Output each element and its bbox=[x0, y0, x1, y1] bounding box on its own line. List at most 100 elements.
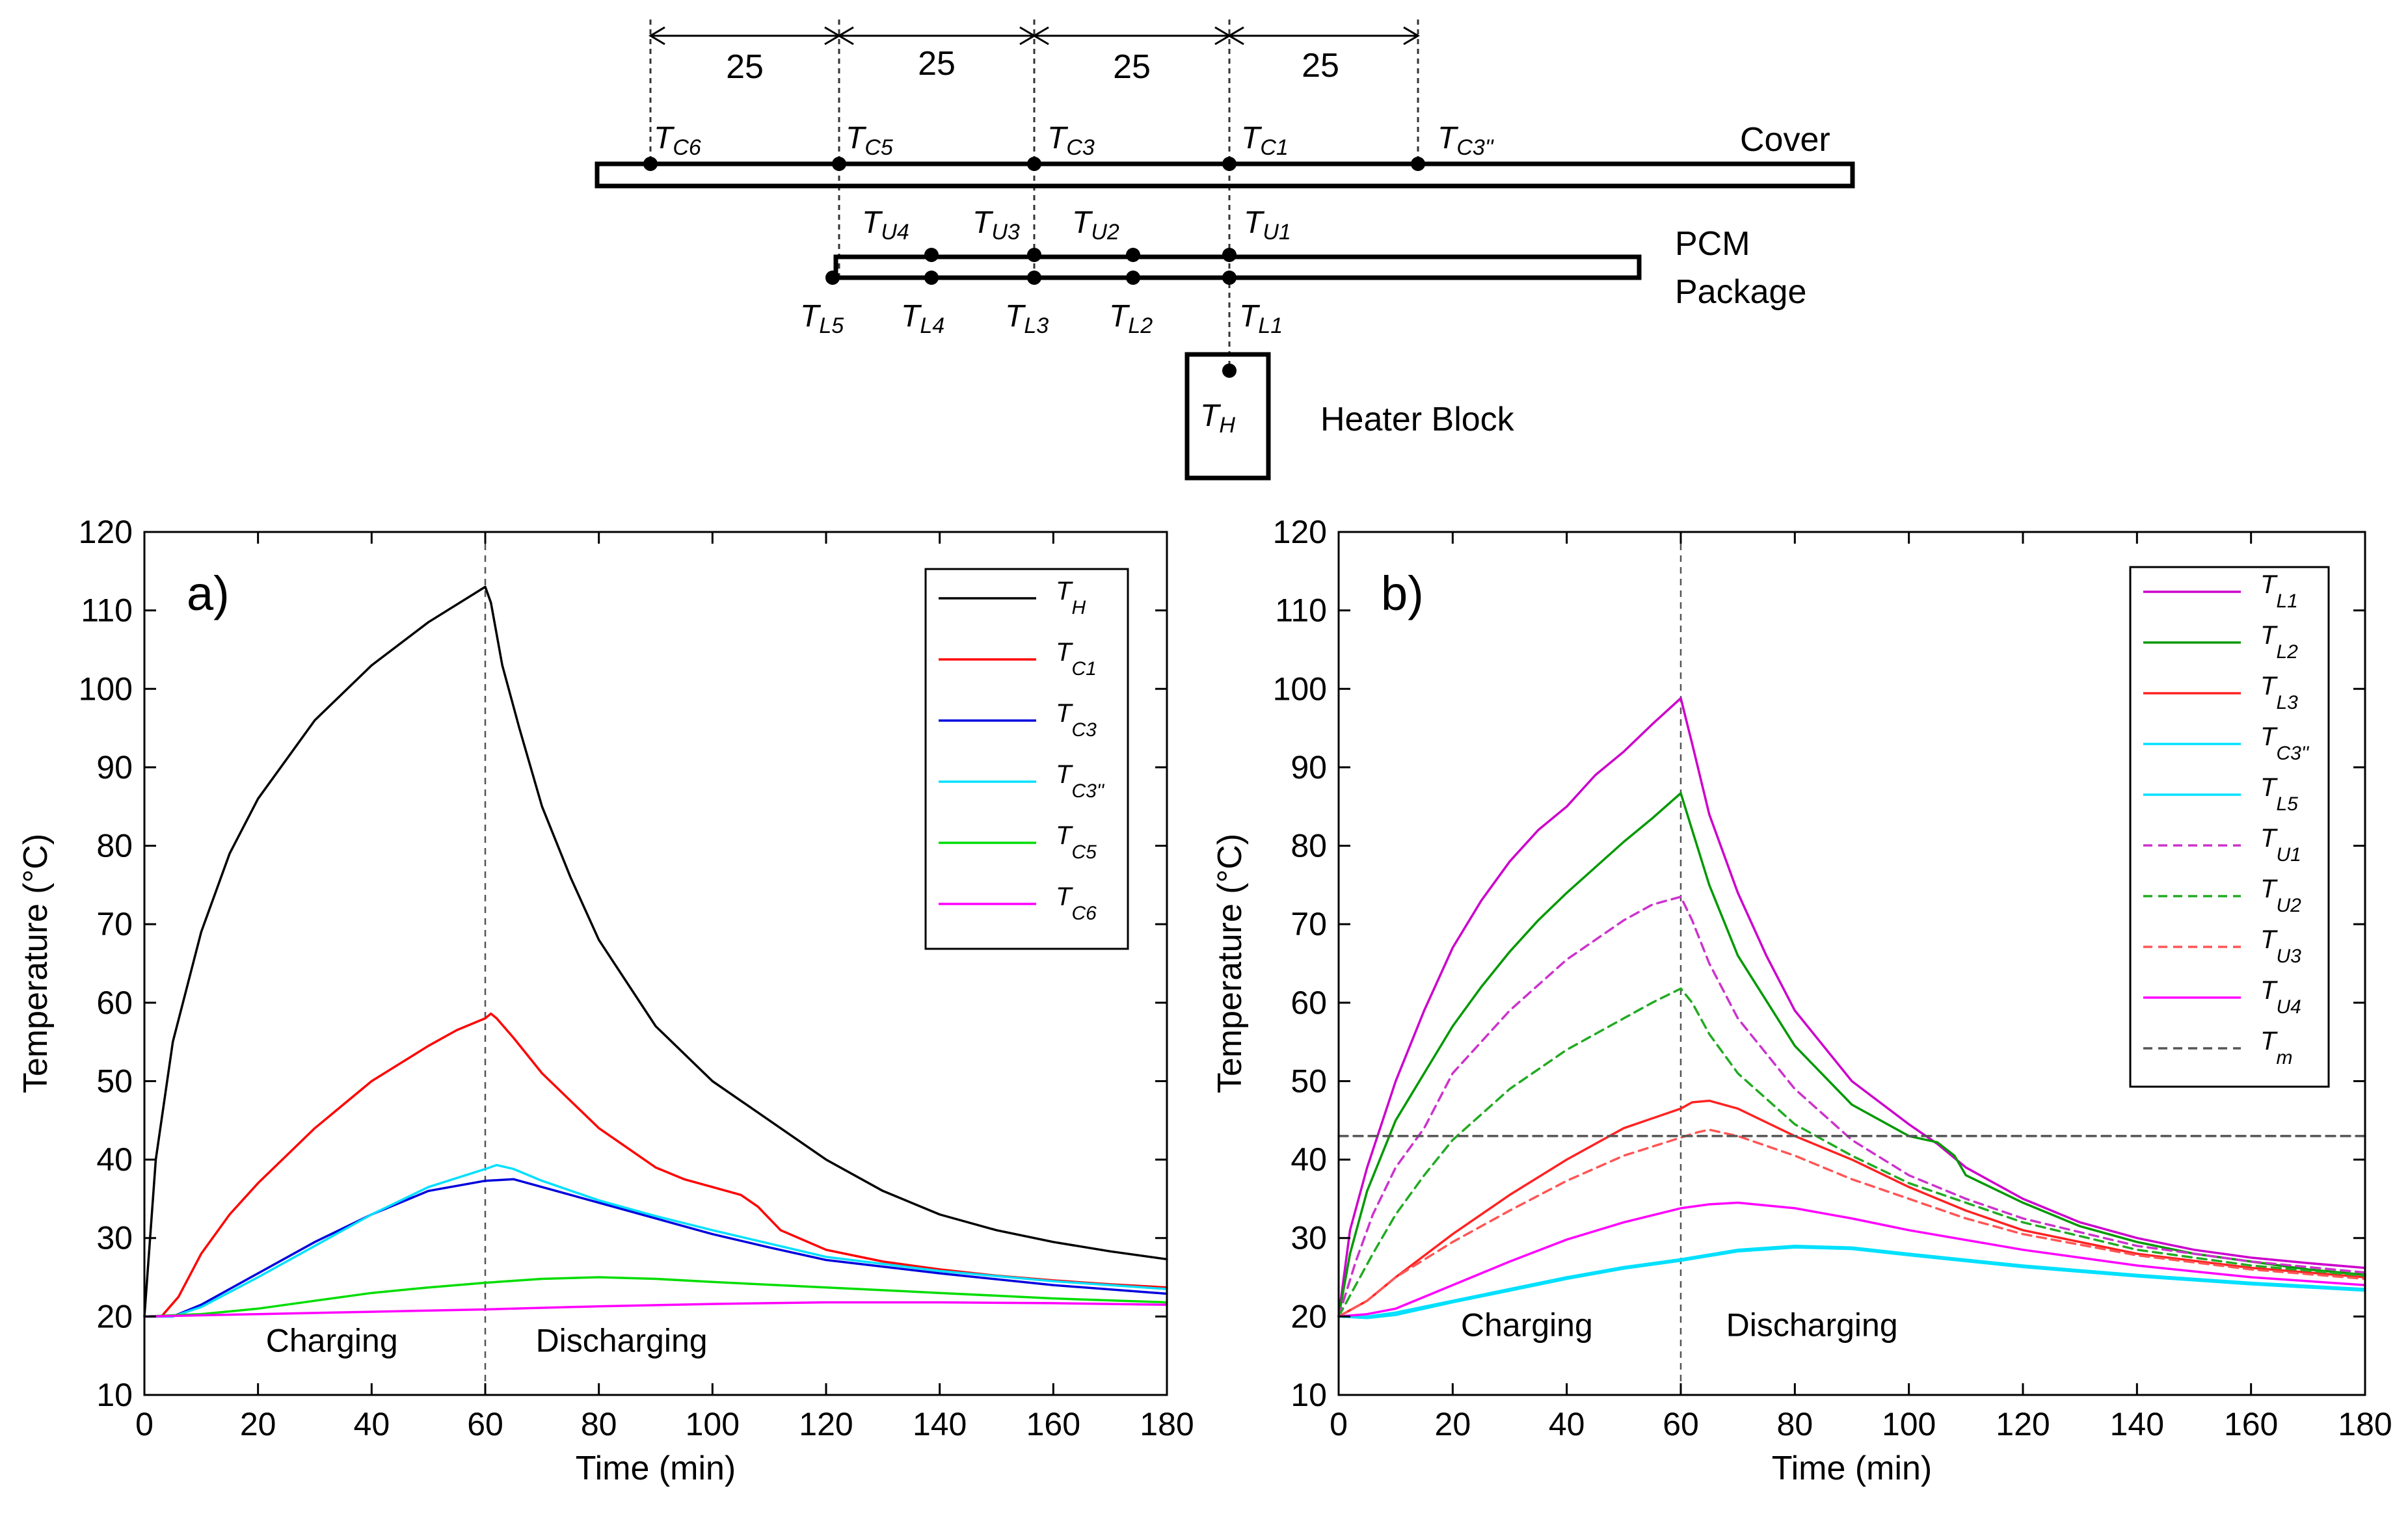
legend-entry-sub: L3 bbox=[2276, 692, 2298, 713]
x-tick-label: 100 bbox=[686, 1406, 740, 1442]
sensor-label-h: TH bbox=[1200, 399, 1235, 438]
dimension-label: 25 bbox=[1302, 47, 1339, 85]
legend-entry: TC1 bbox=[1056, 638, 1097, 680]
y-axis-title: Temperature (°C) bbox=[1211, 834, 1249, 1093]
series-line-c1 bbox=[143, 1012, 1168, 1318]
x-tick-label: 0 bbox=[1330, 1406, 1348, 1442]
x-tick-label: 120 bbox=[1996, 1406, 2050, 1442]
legend-entry: TL3 bbox=[2260, 672, 2298, 713]
y-tick-label: 40 bbox=[96, 1141, 133, 1178]
legend-box bbox=[924, 568, 1129, 950]
sensor-label-u1: TU1 bbox=[1244, 206, 1291, 245]
legend-entry: TH bbox=[1056, 577, 1086, 618]
legend-entry-sub: U3 bbox=[2276, 946, 2301, 967]
series-line-u1 bbox=[1337, 895, 2366, 1318]
y-tick-label: 90 bbox=[96, 749, 133, 786]
legend-entry: Tm bbox=[2260, 1027, 2292, 1068]
legend-entry-main: T bbox=[2260, 1027, 2278, 1055]
y-tick-label: 70 bbox=[96, 906, 133, 942]
legend-entry-sub: C1 bbox=[1071, 658, 1096, 680]
y-tick-label: 50 bbox=[1291, 1063, 1327, 1099]
panel-label: b) bbox=[1381, 566, 1424, 620]
y-axis-title: Temperature (°C) bbox=[17, 834, 55, 1093]
legend-entry-sub: H bbox=[1071, 597, 1086, 618]
chart-panel-a: 0 20 40 60 80 100 120 140 160 180 10 20 30 40 50 60 70 80… bbox=[17, 514, 1194, 1487]
series-line-u4 bbox=[1337, 1201, 2366, 1318]
series-line-h bbox=[143, 585, 1168, 1318]
legend-entry-sub: C6 bbox=[1071, 903, 1097, 924]
y-tick-label: 30 bbox=[1291, 1220, 1327, 1256]
sensor-label-l2: TL2 bbox=[1109, 299, 1153, 338]
series-line-l2 bbox=[1337, 791, 2366, 1318]
legend-entry: TU3 bbox=[2260, 925, 2301, 967]
legend-entry-sub: C5 bbox=[1071, 842, 1097, 863]
legend-entry: TC3'' bbox=[2260, 723, 2310, 764]
series-line-u3 bbox=[1337, 1128, 2366, 1318]
x-tick-label: 0 bbox=[135, 1406, 154, 1442]
legend-entry-main: T bbox=[1056, 821, 1073, 850]
series-line-c6 bbox=[143, 1301, 1168, 1318]
legend-entry-main: T bbox=[1056, 699, 1073, 728]
y-tick-label: 100 bbox=[1273, 670, 1327, 707]
legend-entry-sub: m bbox=[2276, 1047, 2292, 1068]
legend-entry-main: T bbox=[1056, 638, 1073, 667]
x-tick-label: 40 bbox=[1549, 1406, 1585, 1442]
legend-entry-main: T bbox=[2260, 925, 2278, 954]
sensor-label-u3: TU3 bbox=[972, 206, 1020, 245]
legend-entry-sub: C3 bbox=[1071, 719, 1097, 741]
x-tick-label: 40 bbox=[354, 1406, 390, 1442]
x-tick-label: 20 bbox=[240, 1406, 276, 1442]
y-tick-label: 120 bbox=[79, 514, 133, 550]
x-tick-label: 120 bbox=[799, 1406, 853, 1442]
legend-entry-main: T bbox=[1056, 882, 1073, 911]
legend-entry-sub: C3'' bbox=[1071, 780, 1104, 802]
y-tick-label: 110 bbox=[1275, 592, 1327, 629]
legend-entry-main: T bbox=[2260, 672, 2278, 700]
series-line-c5 bbox=[143, 1276, 1168, 1318]
legend-entry-main: T bbox=[2260, 570, 2278, 599]
dimension-arrows bbox=[649, 26, 1420, 46]
dimension-label: 25 bbox=[918, 45, 956, 83]
x-tick-label: 160 bbox=[1026, 1406, 1080, 1442]
y-tick-label: 50 bbox=[96, 1063, 133, 1099]
phase-label: Discharging bbox=[536, 1323, 708, 1359]
x-tick-label: 60 bbox=[1663, 1406, 1699, 1442]
series-line-l1 bbox=[1337, 696, 2366, 1318]
phase-label: Charging bbox=[266, 1323, 398, 1359]
legend-entry-sub: L5 bbox=[2276, 793, 2298, 815]
sensor-label-c3pp: TC3'' bbox=[1438, 121, 1494, 160]
x-tick-label: 60 bbox=[467, 1406, 503, 1442]
y-tick-label: 120 bbox=[1273, 514, 1327, 550]
sensor-label-l4: TL4 bbox=[901, 299, 944, 338]
series-line-l5 bbox=[1337, 1246, 2366, 1319]
x-tick-label: 140 bbox=[2110, 1406, 2164, 1442]
sensor-label-l3: TL3 bbox=[1005, 299, 1049, 338]
sensor-label-c6: TC6 bbox=[654, 121, 701, 160]
legend-entry: TC3'' bbox=[1056, 760, 1105, 802]
legend-entry: TU4 bbox=[2260, 976, 2301, 1018]
x-tick-label: 80 bbox=[581, 1406, 617, 1442]
legend-entry-sub: C3'' bbox=[2276, 743, 2309, 764]
y-tick-label: 10 bbox=[1291, 1377, 1327, 1413]
dimension-label: 25 bbox=[726, 48, 764, 86]
phase-label: Charging bbox=[1461, 1307, 1593, 1344]
sensor-label-l1: TL1 bbox=[1239, 299, 1283, 338]
sensor-dots bbox=[643, 157, 1425, 378]
sensor-label-c5: TC5 bbox=[846, 121, 893, 160]
x-axis-title: Time (min) bbox=[576, 1450, 736, 1487]
y-tick-label: 70 bbox=[1291, 906, 1327, 942]
legend-entry-main: T bbox=[2260, 824, 2278, 853]
x-tick-label: 160 bbox=[2224, 1406, 2278, 1442]
y-tick-label: 60 bbox=[96, 985, 133, 1021]
legend-entry: TC3 bbox=[1056, 699, 1097, 741]
y-tick-label: 110 bbox=[81, 592, 133, 629]
plot-area-frame bbox=[1337, 531, 2366, 1396]
legend-entry-main: T bbox=[2260, 723, 2278, 751]
x-tick-label: 180 bbox=[2338, 1406, 2392, 1442]
pcm-label-2: Package bbox=[1675, 273, 1806, 311]
sensor-label-c3: TC3 bbox=[1047, 121, 1095, 160]
pcm-package bbox=[833, 254, 1642, 280]
y-tick-label: 10 bbox=[96, 1377, 133, 1413]
legend-entry-main: T bbox=[2260, 621, 2278, 650]
